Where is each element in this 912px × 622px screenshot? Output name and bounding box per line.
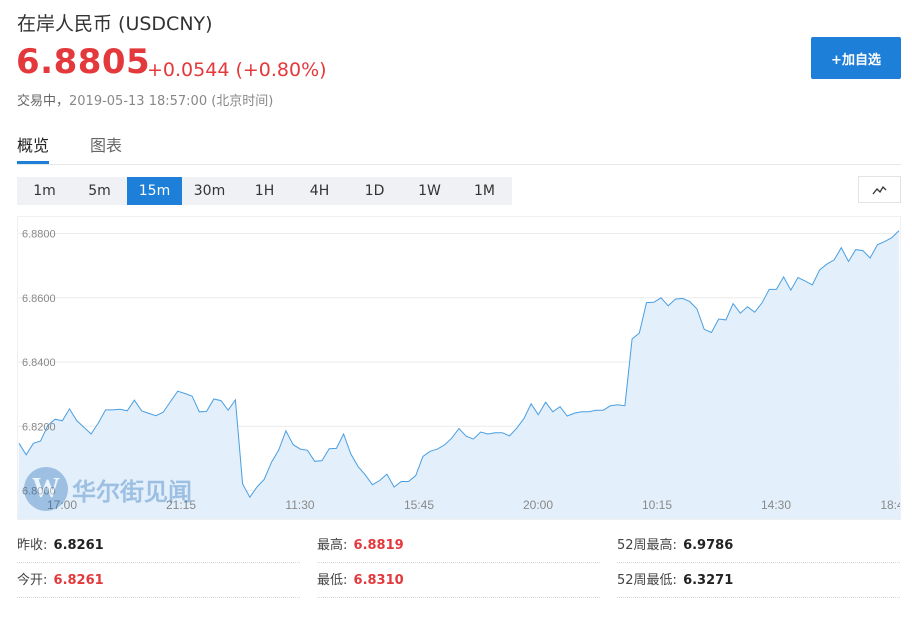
stat-52w-low: 52周最低: 6.3271 [617, 563, 900, 598]
period-1m[interactable]: 1m [33, 183, 56, 199]
price-chart-svg: 6.8000 6.8200 6.8400 6.8600 6.8800 17:00 21:15… [18, 229, 900, 519]
stat-prev-close: 昨收: 6.8261 [17, 528, 300, 563]
stat-value: 6.3271 [683, 573, 734, 588]
x-tick-label: 10:15 [642, 498, 672, 512]
stat-label: 52周最高: [617, 538, 677, 553]
active-tab-indicator [17, 161, 49, 164]
y-tick-label: 6.8000 [22, 486, 56, 498]
period-selector: 1m 5m 15m 30m 1H 4H 1D 1W 1M [17, 177, 512, 205]
price-change: +0.0544 (+0.80%) [147, 59, 327, 81]
x-tick-label: 17:00 [47, 498, 77, 512]
tab-chart[interactable]: 图表 [90, 136, 123, 155]
x-tick-label: 21:15 [166, 498, 196, 512]
chart-type-button[interactable] [858, 176, 901, 203]
price-line [18, 230, 900, 499]
stat-52w-high: 52周最高: 6.9786 [617, 528, 900, 563]
timestamp: 2019-05-13 18:57:00 (北京时间) [69, 94, 274, 109]
period-30m[interactable]: 30m [193, 183, 226, 199]
stat-open: 今开: 6.8261 [17, 563, 300, 598]
stat-value: 6.8310 [353, 573, 404, 588]
x-tick-label: 14:30 [761, 498, 791, 512]
y-tick-label: 6.8200 [22, 421, 56, 433]
period-1d[interactable]: 1D [364, 183, 385, 199]
last-price: 6.8805 [16, 42, 151, 82]
trading-status: 交易中，2019-05-13 18:57:00 (北京时间) [17, 90, 273, 109]
period-15m[interactable]: 15m [127, 177, 182, 205]
x-tick-label: 11:30 [285, 498, 314, 512]
tab-bar: 概览 图表 [17, 130, 901, 165]
stat-high: 最高: 6.8819 [317, 528, 600, 563]
add-watchlist-button[interactable]: +加自选 [811, 37, 901, 79]
stat-low: 最低: 6.8310 [317, 563, 600, 598]
x-tick-label: 20:00 [523, 498, 553, 512]
price-chart[interactable]: 6.8000 6.8200 6.8400 6.8600 6.8800 17:00 21:15… [17, 216, 901, 520]
line-chart-icon [871, 185, 886, 194]
stat-value: 6.9786 [683, 538, 734, 553]
stat-label: 昨收: [17, 538, 48, 553]
stat-value: 6.8261 [53, 538, 104, 553]
watermark: W 华尔街见闻 [24, 467, 192, 511]
watermark-text: 华尔街见闻 [72, 476, 192, 506]
tab-overview[interactable]: 概览 [17, 136, 50, 155]
y-tick-label: 6.8400 [22, 357, 56, 369]
stat-value: 6.8819 [353, 538, 404, 553]
stat-label: 最高: [317, 538, 348, 553]
period-1h[interactable]: 1H [254, 183, 275, 199]
x-tick-label: 15:45 [404, 498, 434, 512]
period-1mo[interactable]: 1M [474, 183, 495, 199]
price-area [18, 230, 900, 519]
instrument-title: 在岸人民币 (USDCNY) [17, 13, 213, 35]
stat-value: 6.8261 [53, 573, 104, 588]
period-1w[interactable]: 1W [418, 183, 441, 199]
period-4h[interactable]: 4H [309, 183, 330, 199]
stat-label: 52周最低: [617, 573, 677, 588]
watermark-logo: W [24, 467, 68, 511]
status-label: 交易中， [17, 94, 70, 109]
period-5m[interactable]: 5m [88, 183, 111, 199]
stat-label: 今开: [17, 573, 48, 588]
y-tick-label: 6.8600 [22, 293, 56, 305]
x-tick-label: 18:4 [880, 498, 900, 512]
stat-label: 最低: [317, 573, 348, 588]
y-tick-label: 6.8800 [22, 229, 56, 241]
